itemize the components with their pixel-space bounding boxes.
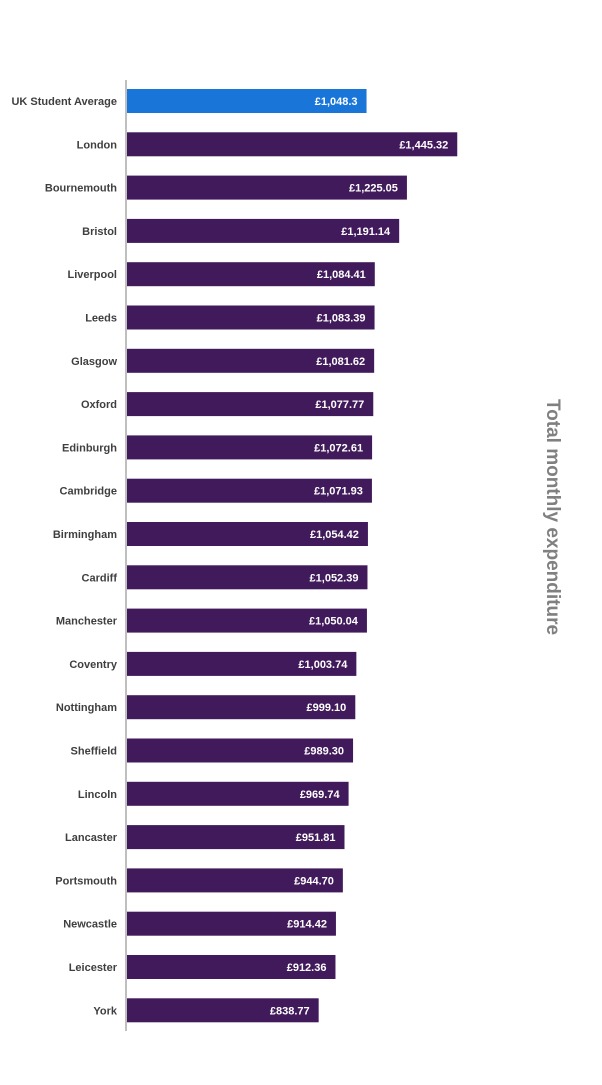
category-label: Lincoln bbox=[78, 789, 117, 801]
value-label: £1,054.42 bbox=[310, 529, 359, 541]
chart-title: Total monthly expenditure bbox=[542, 398, 563, 636]
category-label: Edinburgh bbox=[62, 442, 117, 454]
bar-1 bbox=[127, 132, 458, 157]
bar-9 bbox=[127, 478, 372, 503]
bar-15 bbox=[127, 738, 354, 763]
category-label: Manchester bbox=[56, 616, 118, 628]
bar-18 bbox=[127, 868, 343, 893]
value-label: £999.10 bbox=[307, 702, 347, 714]
category-label: Cambridge bbox=[60, 486, 117, 498]
bar-6 bbox=[127, 348, 375, 373]
value-label: £1,003.74 bbox=[298, 659, 348, 671]
value-label: £1,225.05 bbox=[349, 183, 398, 195]
value-label: £951.81 bbox=[296, 832, 336, 844]
bar-19 bbox=[127, 911, 336, 936]
value-label: £1,072.61 bbox=[314, 442, 363, 454]
bar-21 bbox=[127, 998, 319, 1023]
bar-13 bbox=[127, 651, 357, 676]
category-label: Bournemouth bbox=[45, 183, 117, 195]
value-label: £969.74 bbox=[300, 789, 341, 801]
bars-layer: UK Student Average £1,048.3 London £1,445.3… bbox=[11, 89, 458, 1023]
category-label: UK Student Average bbox=[11, 96, 117, 108]
category-label: Cardiff bbox=[82, 572, 118, 584]
bar-14 bbox=[127, 695, 356, 720]
category-label: Coventry bbox=[69, 659, 118, 671]
value-label: £1,077.77 bbox=[315, 399, 364, 411]
bar-11 bbox=[127, 565, 368, 590]
value-label: £1,084.41 bbox=[317, 269, 366, 281]
bar-7 bbox=[127, 392, 374, 417]
value-label: £1,050.04 bbox=[309, 616, 359, 628]
value-label: £1,445.32 bbox=[399, 139, 448, 151]
bar-20 bbox=[127, 955, 336, 979]
value-label: £1,052.39 bbox=[310, 572, 359, 584]
category-label: London bbox=[77, 139, 118, 151]
value-label: £838.77 bbox=[270, 1005, 310, 1017]
category-label: Nottingham bbox=[56, 702, 117, 714]
value-label: £1,048.3 bbox=[315, 96, 358, 108]
category-label: Newcastle bbox=[63, 919, 117, 931]
category-label: Lancaster bbox=[65, 832, 118, 844]
bar-17 bbox=[127, 825, 345, 850]
value-label: £914.42 bbox=[287, 919, 327, 931]
bar-0 bbox=[127, 89, 367, 113]
bar-3 bbox=[127, 218, 400, 243]
category-label: York bbox=[93, 1005, 118, 1017]
category-label: Leicester bbox=[69, 962, 118, 974]
category-label: Birmingham bbox=[53, 529, 117, 541]
value-label: £912.36 bbox=[287, 962, 327, 974]
bar-2 bbox=[127, 175, 407, 200]
category-label: Portsmouth bbox=[55, 875, 117, 887]
value-label: £1,081.62 bbox=[316, 356, 365, 368]
bar-4 bbox=[127, 262, 375, 287]
bar-5 bbox=[127, 305, 375, 330]
category-label: Sheffield bbox=[71, 746, 117, 758]
category-label: Liverpool bbox=[67, 269, 117, 281]
value-label: £1,191.14 bbox=[341, 226, 391, 238]
bar-8 bbox=[127, 435, 373, 460]
category-label: Oxford bbox=[81, 399, 117, 411]
bar-12 bbox=[127, 608, 367, 633]
bar-16 bbox=[127, 781, 349, 806]
category-label: Glasgow bbox=[71, 356, 117, 368]
value-label: £989.30 bbox=[304, 746, 344, 758]
value-label: £944.70 bbox=[294, 875, 334, 887]
category-label: Bristol bbox=[82, 226, 117, 238]
value-label: £1,071.93 bbox=[314, 486, 363, 498]
category-label: Leeds bbox=[85, 313, 117, 325]
value-label: £1,083.39 bbox=[317, 313, 366, 325]
bar-10 bbox=[127, 522, 368, 546]
